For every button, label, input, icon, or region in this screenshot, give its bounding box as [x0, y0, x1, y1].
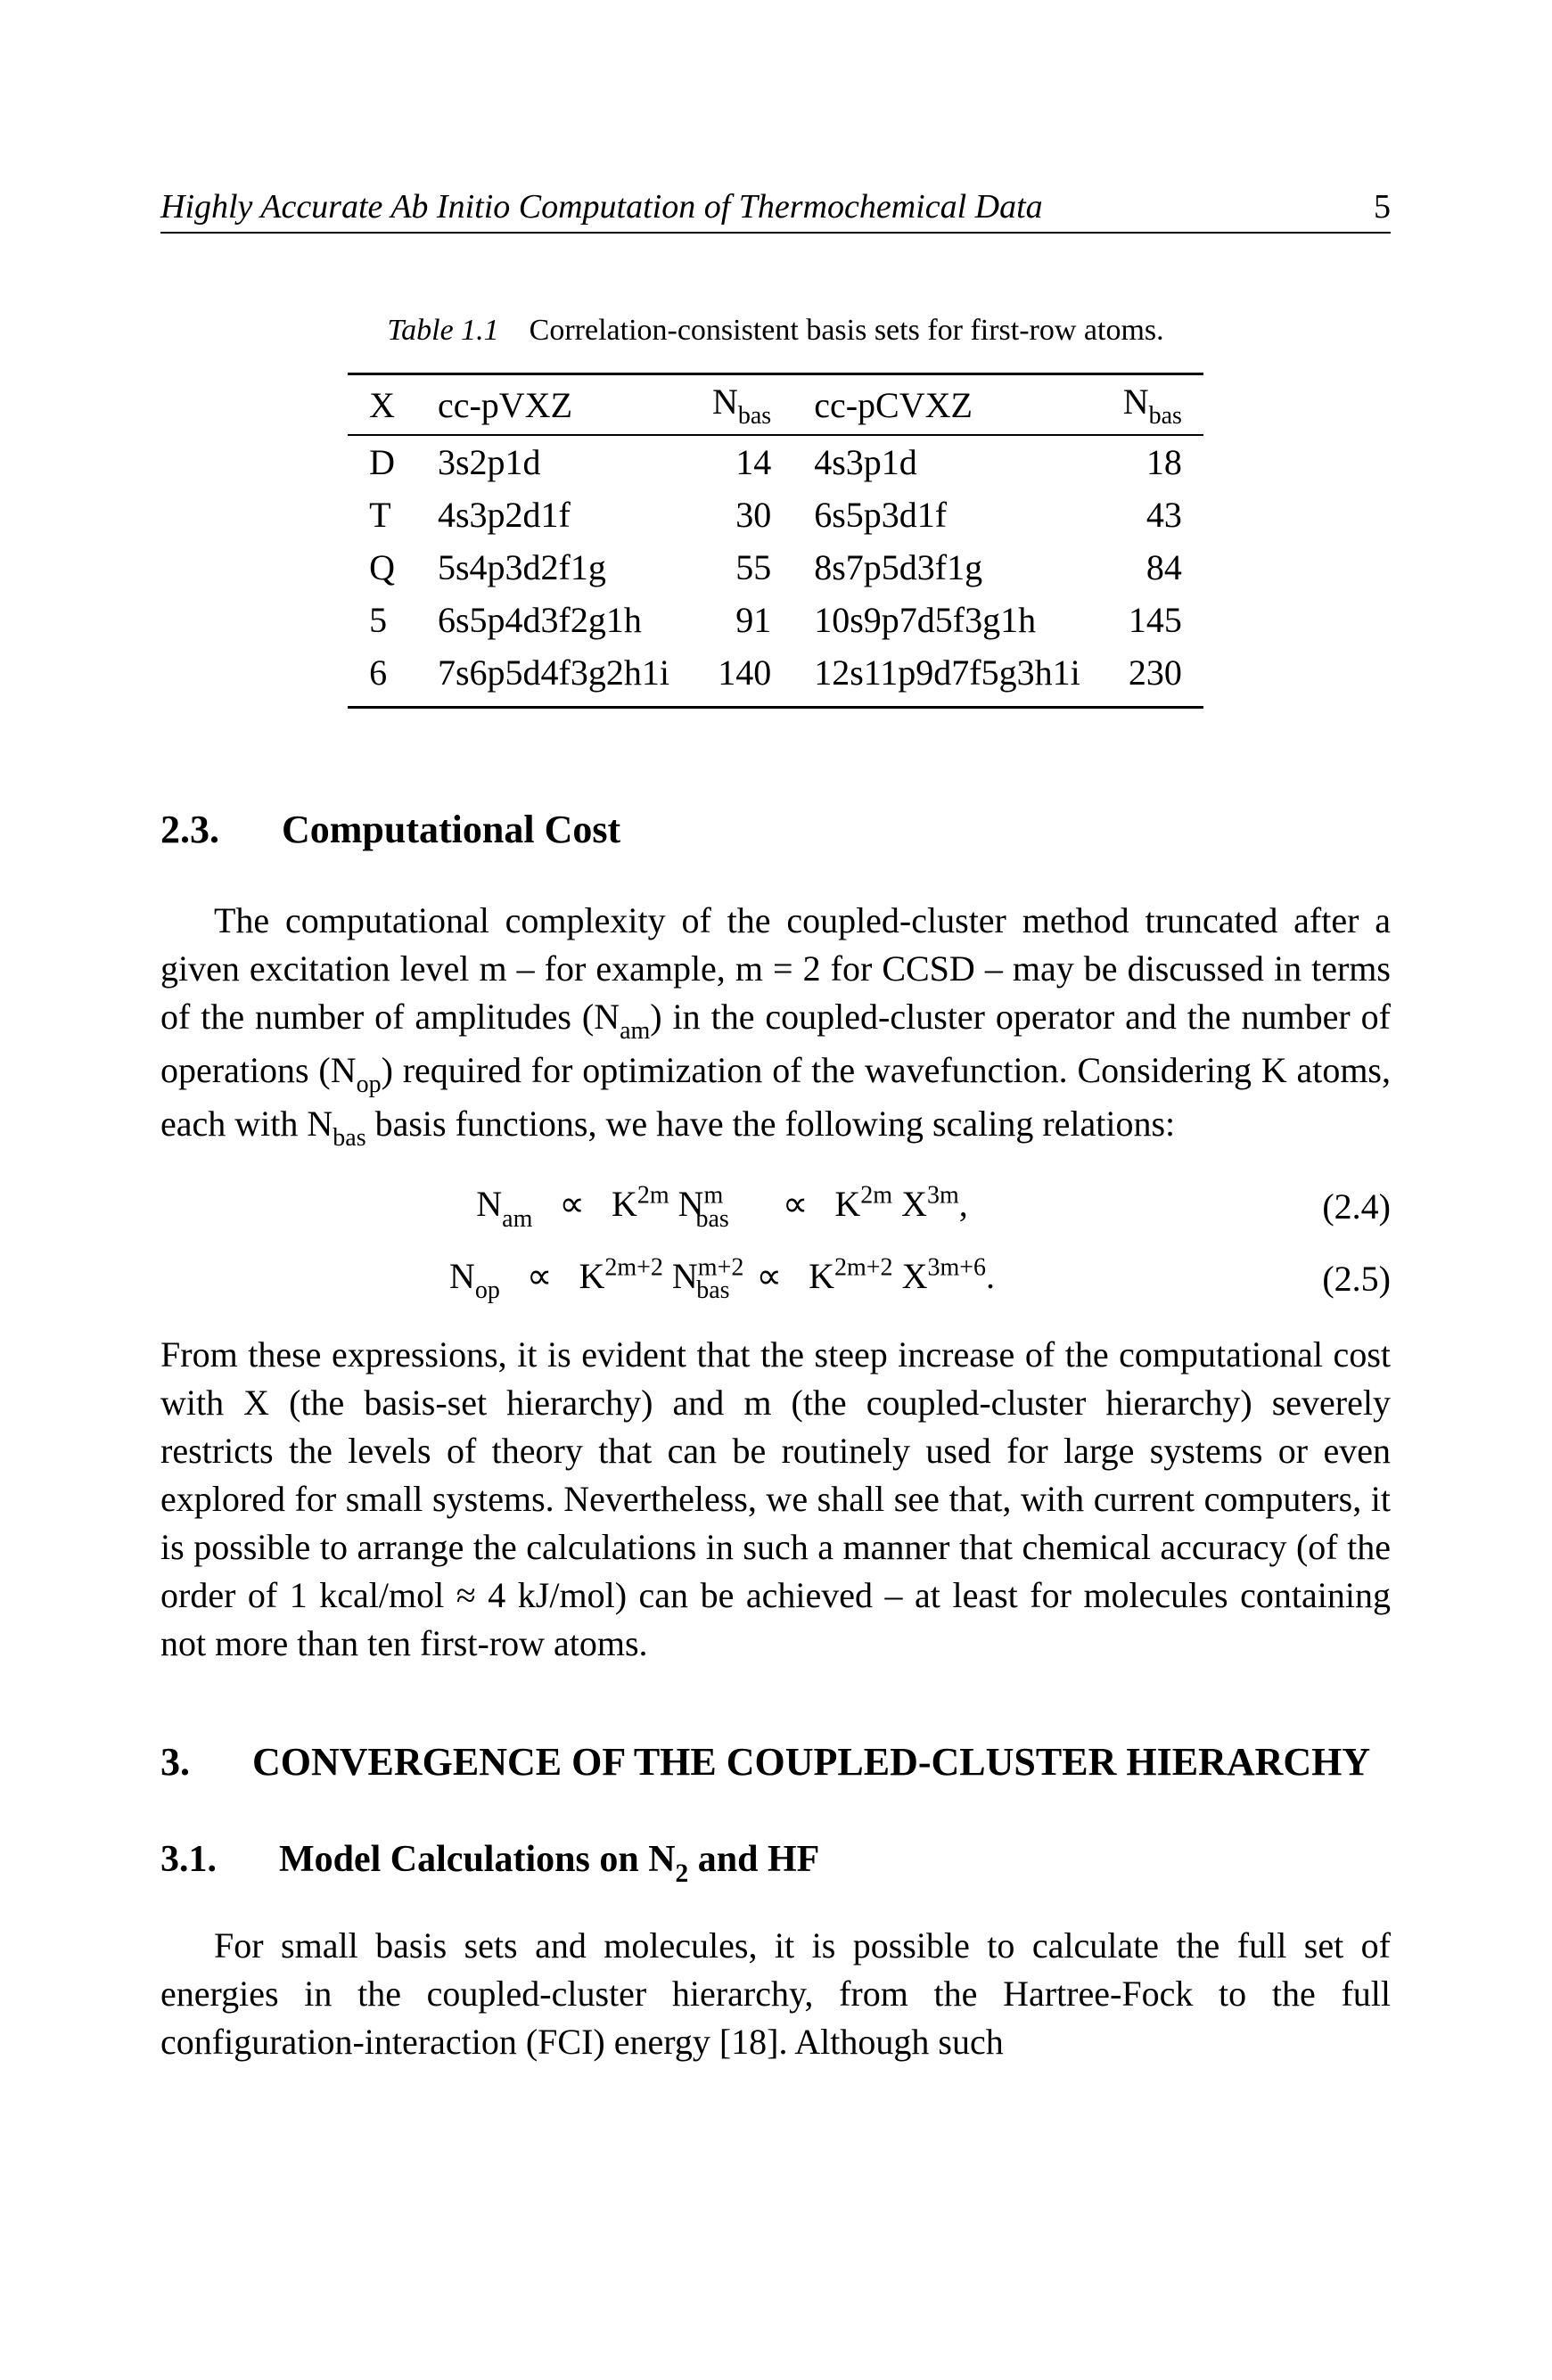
table-row: D 3s2p1d 14 4s3p1d 18	[348, 435, 1203, 488]
equation-2-4: Nam ∝ K2m Nmbas ∝ K2m X3m, (2.4)	[160, 1170, 1391, 1243]
running-head: Highly Accurate Ab Initio Computation of…	[160, 187, 1391, 234]
cell: 6	[348, 646, 416, 708]
col-X: X	[348, 374, 416, 436]
cell: 4s3p1d	[792, 435, 1102, 488]
equation-number: (2.4)	[1284, 1178, 1391, 1235]
section-title: Model Calculations on N2 and HF	[279, 1838, 819, 1886]
cell: 3s2p1d	[416, 435, 691, 488]
table-caption-label: Table 1.1	[387, 314, 498, 347]
table-row: 5 6s5p4d3f2g1h 91 10s9p7d5f3g1h 145	[348, 594, 1203, 646]
equation-body: Nop ∝ K2m+2 Nm+2bas ∝ K2m+2 X3m+6.	[160, 1248, 1284, 1309]
cell: 91	[691, 594, 792, 646]
cell: 30	[691, 488, 792, 541]
equation-2-5: Nop ∝ K2m+2 Nm+2bas ∝ K2m+2 X3m+6. (2.5)	[160, 1243, 1391, 1315]
paragraph: The computational complexity of the coup…	[160, 897, 1391, 1153]
cell: 140	[691, 646, 792, 708]
cell: 18	[1102, 435, 1203, 488]
equation-body: Nam ∝ K2m Nmbas ∝ K2m X3m,	[160, 1176, 1284, 1237]
section-number: 3.	[160, 1739, 190, 1785]
basis-set-table: X cc-pVXZ Nbas cc-pCVXZ Nbas D 3s2p1d 14…	[348, 373, 1203, 709]
table-row: Q 5s4p3d2f1g 55 8s7p5d3f1g 84	[348, 541, 1203, 594]
cell: 6s5p3d1f	[792, 488, 1102, 541]
equation-block: Nam ∝ K2m Nmbas ∝ K2m X3m, (2.4) Nop ∝ K…	[160, 1170, 1391, 1315]
paragraph: From these expressions, it is evident th…	[160, 1331, 1391, 1668]
col-nbas-2: Nbas	[1102, 374, 1203, 436]
table-row: 6 7s6p5d4f3g2h1i 140 12s11p9d7f5g3h1i 23…	[348, 646, 1203, 708]
cell: 5s4p3d2f1g	[416, 541, 691, 594]
section-number: 2.3.	[160, 807, 219, 852]
cell: 7s6p5d4f3g2h1i	[416, 646, 691, 708]
cell: 145	[1102, 594, 1203, 646]
section-2-3-heading: 2.3. Computational Cost	[160, 807, 1391, 852]
cell: 55	[691, 541, 792, 594]
table-caption: Table 1.1 Correlation-consistent basis s…	[160, 314, 1391, 348]
table-caption-text: Correlation-consistent basis sets for fi…	[530, 314, 1164, 347]
cell: 84	[1102, 541, 1203, 594]
cell: 12s11p9d7f5g3h1i	[792, 646, 1102, 708]
cell: 43	[1102, 488, 1203, 541]
table-header-row: X cc-pVXZ Nbas cc-pCVXZ Nbas	[348, 374, 1203, 436]
cell: D	[348, 435, 416, 488]
col-ccpvxz: cc-pVXZ	[416, 374, 691, 436]
running-title: Highly Accurate Ab Initio Computation of…	[160, 187, 1043, 226]
cell: 10s9p7d5f3g1h	[792, 594, 1102, 646]
section-3-1-heading: 3.1. Model Calculations on N2 and HF	[160, 1838, 1391, 1886]
paragraph: For small basis sets and molecules, it i…	[160, 1922, 1391, 2066]
cell: 8s7p5d3f1g	[792, 541, 1102, 594]
cell: 14	[691, 435, 792, 488]
subscript: bas	[333, 1124, 365, 1152]
section-3-heading: 3. CONVERGENCE OF THE COUPLED-CLUSTER HI…	[160, 1739, 1391, 1785]
cell: 230	[1102, 646, 1203, 708]
text: basis functions, we have the following s…	[366, 1104, 1176, 1144]
subscript: am	[620, 1017, 650, 1045]
table-row: T 4s3p2d1f 30 6s5p3d1f 43	[348, 488, 1203, 541]
equation-number: (2.5)	[1284, 1251, 1391, 1308]
cell: 5	[348, 594, 416, 646]
section-title: Computational Cost	[282, 807, 620, 852]
col-nbas-1: Nbas	[691, 374, 792, 436]
col-ccpcvxz: cc-pCVXZ	[792, 374, 1102, 436]
cell: 4s3p2d1f	[416, 488, 691, 541]
cell: 6s5p4d3f2g1h	[416, 594, 691, 646]
cell: T	[348, 488, 416, 541]
cell: Q	[348, 541, 416, 594]
section-number: 3.1.	[160, 1838, 217, 1886]
section-title: CONVERGENCE OF THE COUPLED-CLUSTER HIERA…	[252, 1739, 1370, 1785]
page-number: 5	[1374, 187, 1391, 226]
subscript: op	[357, 1071, 382, 1098]
